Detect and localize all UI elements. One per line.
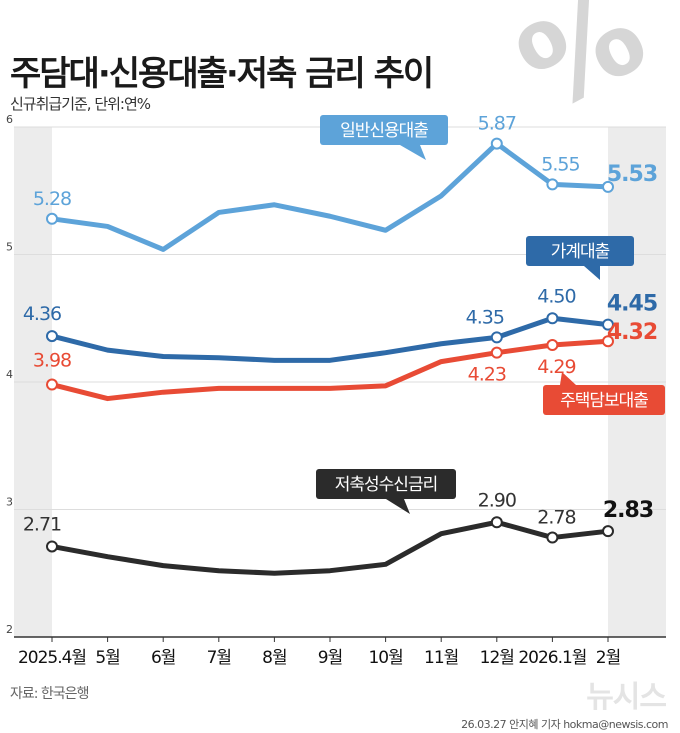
- data-label: 5.28: [33, 188, 71, 210]
- series-line-mortgage: [49, 338, 611, 402]
- source-note: 자료: 한국은행: [10, 686, 89, 702]
- data-point: [602, 335, 614, 348]
- callout-tail: [386, 499, 410, 514]
- data-point: [46, 378, 58, 391]
- y-tick-label: 2: [6, 623, 13, 636]
- data-label: 4.23: [468, 364, 506, 386]
- x-tick-label: 11월: [424, 648, 458, 668]
- data-label: 4.45: [607, 292, 657, 317]
- data-label: 5.53: [607, 162, 657, 187]
- newsis-logo: 뉴시스: [586, 680, 667, 715]
- data-point: [46, 330, 58, 343]
- legend-label-general_credit: 일반신용대출: [340, 121, 428, 141]
- callout-box: [526, 236, 634, 266]
- y-tick-label: 6: [6, 113, 13, 126]
- y-tick-label: 3: [6, 496, 13, 509]
- data-label: 4.32: [607, 320, 657, 345]
- byline: 26.03.27 안지혜 기자 hokma@newsis.com: [461, 718, 668, 731]
- percent-icon: %: [497, 0, 666, 139]
- data-point: [546, 178, 559, 191]
- data-point: [546, 531, 559, 544]
- data-point: [546, 339, 559, 352]
- callout-box: [320, 115, 448, 145]
- data-point: [46, 540, 58, 553]
- series-line-household: [49, 315, 611, 363]
- data-point: [490, 331, 503, 344]
- data-label: 2.78: [537, 507, 575, 529]
- x-tick-label: 5월: [95, 648, 119, 668]
- data-point: [490, 346, 503, 359]
- y-tick-label: 4: [6, 368, 13, 381]
- x-tick-label: 2025.4월: [18, 648, 86, 668]
- percent-mark: %: [497, 0, 666, 139]
- callout-box: [543, 385, 665, 415]
- chart-subtitle: 신규취급기준, 단위:연%: [10, 95, 151, 113]
- data-label: 3.98: [33, 350, 71, 372]
- data-point: [490, 516, 503, 529]
- x-tick-label: 2026.1월: [518, 648, 586, 668]
- data-point: [602, 525, 614, 538]
- data-label: 4.50: [537, 285, 575, 307]
- data-label: 5.55: [541, 153, 579, 175]
- callout-tail: [400, 145, 426, 160]
- data-point: [546, 312, 559, 325]
- x-tick-label: 8월: [262, 648, 286, 668]
- series-line-savings: [49, 519, 611, 576]
- y-tick-label: 5: [6, 241, 13, 254]
- data-point: [602, 318, 614, 331]
- x-tick-label: 12월: [480, 648, 514, 668]
- data-label: 2.71: [23, 513, 61, 535]
- data-point: [46, 212, 58, 225]
- chart-title: 주담대·신용대출·저축 금리 추이: [10, 54, 434, 94]
- callout-tail: [584, 266, 600, 280]
- callout-box: [316, 469, 456, 499]
- data-label: 5.87: [478, 113, 516, 135]
- legend-label-savings: 저축성수신금리: [335, 475, 437, 495]
- data-label: 2.90: [478, 489, 516, 511]
- x-tick-label: 10월: [368, 648, 402, 668]
- data-label: 4.29: [537, 356, 575, 378]
- data-point: [602, 180, 614, 193]
- legend-label-mortgage: 주택담보대출: [560, 391, 648, 411]
- legend-label-household: 가계대출: [551, 242, 610, 262]
- series-line-general_credit: [49, 141, 611, 252]
- x-tick-label: 9월: [318, 648, 342, 668]
- data-label: 4.36: [23, 303, 61, 325]
- data-point: [490, 137, 503, 150]
- data-label: 4.35: [466, 306, 504, 328]
- x-tick-label: 7월: [207, 648, 231, 668]
- callout-tail: [560, 372, 576, 385]
- x-tick-label: 6월: [151, 648, 175, 668]
- data-label: 2.83: [603, 498, 653, 523]
- x-tick-label: 2월: [596, 648, 620, 668]
